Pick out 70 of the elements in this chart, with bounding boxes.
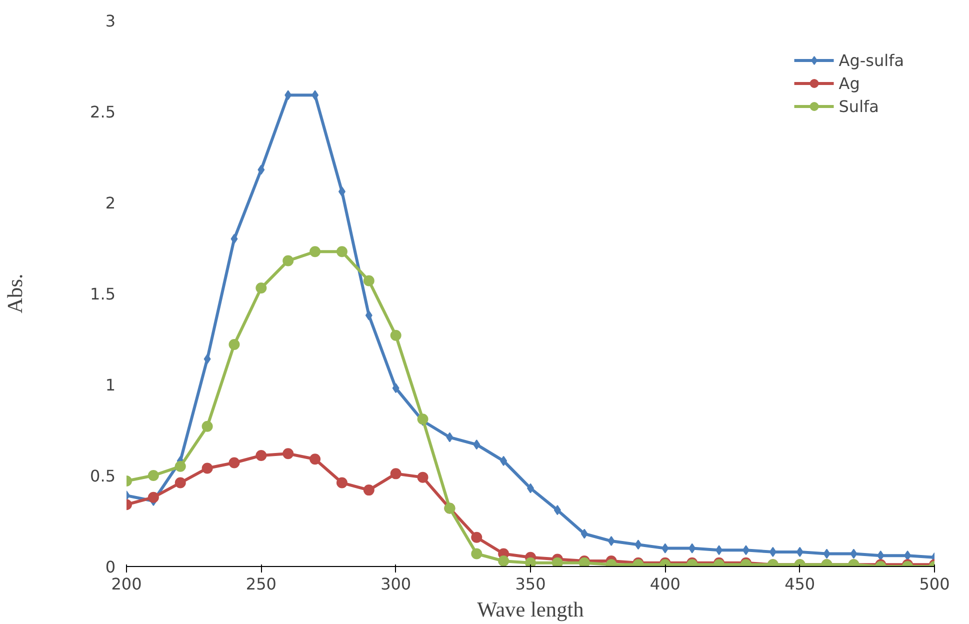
point [256,282,267,294]
point [877,550,884,561]
y-tick-label: 2 [105,194,116,212]
point [310,454,321,465]
y-tick-label: 0.5 [90,466,116,486]
point [390,468,402,480]
point [417,472,428,483]
point [446,432,454,442]
point [390,330,402,341]
point [365,310,372,320]
y-tick-label: 0 [105,558,116,576]
point [850,548,858,559]
legend-label: Sulfa [838,96,879,116]
point [228,338,240,350]
point [312,90,319,100]
x-tick-label: 350 [515,574,546,594]
point [554,505,561,516]
legend-label: Ag-sulfa [838,50,904,70]
point [148,492,159,503]
point [473,440,480,450]
x-tick-label: 250 [246,574,276,594]
point [282,255,294,266]
point [552,557,563,566]
point [688,543,696,554]
point [662,543,669,554]
point [202,462,213,474]
x-tick-label: 500 [919,574,950,594]
point [284,90,292,100]
point [363,484,374,496]
point [716,545,723,556]
point [256,450,267,461]
point [202,420,213,432]
point [282,448,294,460]
point [904,550,912,561]
point [174,477,186,488]
point [796,546,804,557]
point [392,383,400,394]
point [769,546,776,557]
point [634,540,642,550]
x-tick-label: 300 [380,574,412,594]
y-tick-label: 1.5 [90,284,116,304]
point [258,164,265,175]
point [363,275,374,286]
point [742,545,750,556]
legend-label: Ag [838,74,860,92]
y-axis-title: Abs. [3,274,28,314]
y-tick-label: 1 [105,376,116,394]
point [823,548,830,559]
x-axis-title: Wave length [477,598,584,622]
point [608,536,615,546]
point [338,186,346,197]
point [310,246,321,258]
point [525,557,536,566]
point [471,548,482,560]
point [471,532,482,543]
point [580,528,588,539]
y-tick-label: 2.5 [90,102,116,122]
point [336,477,348,488]
x-tick-label: 450 [784,574,816,594]
point [498,556,510,566]
x-tick-label: 400 [650,574,680,594]
point [148,470,159,481]
point [230,234,238,244]
point [500,456,508,466]
point [228,457,240,468]
x-tick-label: 200 [111,574,142,594]
point [174,460,186,472]
y-tick-label: 3 [105,12,116,30]
point [204,354,211,364]
point [336,246,348,258]
